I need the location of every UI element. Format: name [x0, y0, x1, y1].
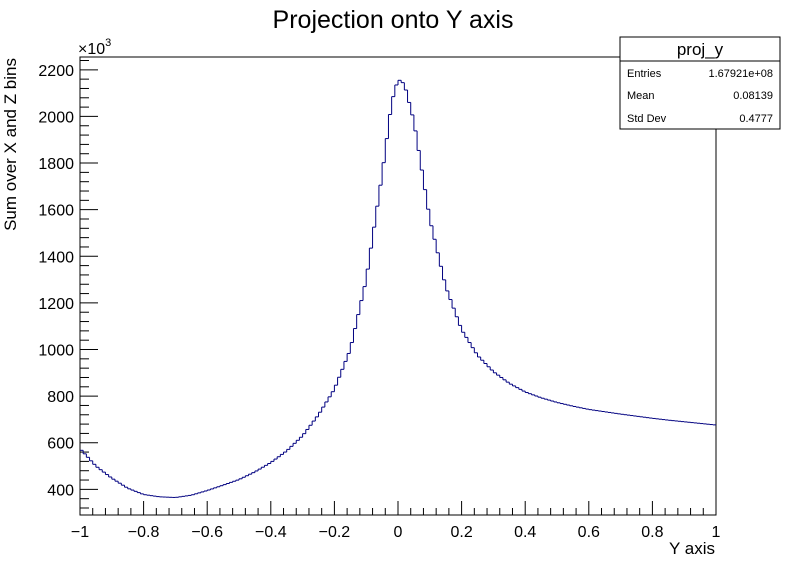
stats-box-title: proj_y	[677, 40, 724, 59]
x-tick-label: −0.4	[255, 524, 287, 541]
y-tick-label: 2200	[38, 63, 74, 80]
x-axis-ticks	[79, 501, 717, 515]
x-tick-label: 0	[394, 524, 403, 541]
y-tick-label: 1400	[38, 249, 74, 266]
y-multiplier-label: ×103	[78, 37, 111, 58]
chart-title: Projection onto Y axis	[273, 6, 514, 34]
x-tick-label: −0.2	[319, 524, 351, 541]
stats-stddev-value: 0.4777	[739, 113, 773, 125]
y-multiplier-exponent: 3	[105, 37, 111, 49]
stats-box-frame	[619, 36, 781, 130]
y-axis-tick-labels: 400 600 800 1000 1200 1400 1600 1800 2000 2200	[38, 63, 74, 500]
y-tick-label: 1000	[38, 343, 74, 360]
y-tick-label: 400	[47, 482, 74, 499]
x-tick-label: 0.8	[641, 524, 663, 541]
x-tick-label: −1	[71, 524, 89, 541]
y-tick-label: 1600	[38, 203, 74, 220]
y-axis-label: Sum over X and Z bins	[1, 58, 20, 231]
x-axis-tick-labels: −1 −0.8 −0.6 −0.4 −0.2 0 0.2 0.4 0.6 0.8 1	[71, 524, 721, 541]
stats-stddev-label: Std Dev	[627, 113, 667, 125]
x-axis-label: Y axis	[669, 539, 715, 558]
x-tick-label: 1	[712, 524, 721, 541]
y-tick-label: 1200	[38, 296, 74, 313]
y-tick-label: 2000	[38, 109, 74, 126]
y-multiplier-base: ×10	[78, 41, 105, 58]
x-tick-label: 0.2	[450, 524, 472, 541]
stats-entries-value: 1.67921e+08	[708, 68, 773, 80]
y-tick-label: 600	[47, 436, 74, 453]
histogram-bins	[80, 79, 716, 498]
x-tick-label: 0.4	[514, 524, 536, 541]
stats-mean-label: Mean	[627, 90, 655, 102]
stats-box: proj_y Entries 1.67921e+08 Mean 0.08139 …	[619, 36, 781, 130]
stats-mean-value: 0.08139	[733, 90, 773, 102]
stats-entries-label: Entries	[627, 68, 662, 80]
x-tick-label: −0.6	[191, 524, 223, 541]
y-axis-ticks	[80, 59, 98, 509]
x-tick-label: −0.8	[128, 524, 160, 541]
y-tick-label: 1800	[38, 156, 74, 173]
x-tick-label: 0.6	[578, 524, 600, 541]
y-tick-label: 800	[47, 389, 74, 406]
